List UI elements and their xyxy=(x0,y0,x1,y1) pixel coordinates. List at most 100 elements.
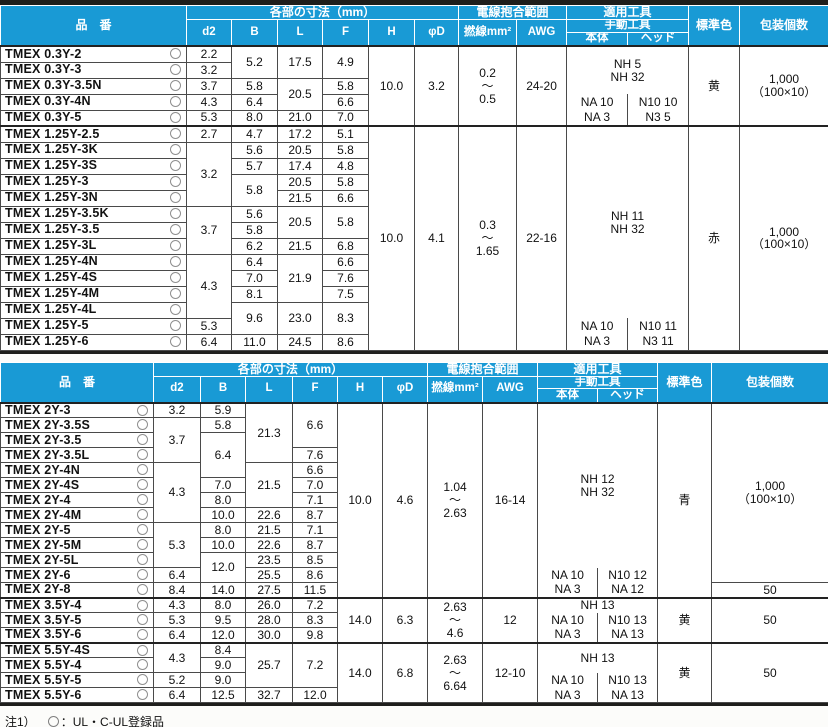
part-number: TMEX 2Y-4S xyxy=(5,477,80,492)
value-cell: 5.8 xyxy=(231,77,278,95)
value-cell: 6.6 xyxy=(292,401,338,449)
part-number: TMEX 2Y-6 xyxy=(5,567,71,582)
value-cell: 8.7 xyxy=(292,507,338,524)
value-cell: NA 10 xyxy=(566,318,629,335)
table-row: TMEX 5.5Y-4 9.0 xyxy=(0,657,828,674)
value-cell: 32.7 xyxy=(245,687,293,704)
value-cell: 50 xyxy=(711,582,828,599)
value-cell: 21.5 xyxy=(277,237,323,255)
table-row: TMEX 1.25Y-3.5K 3.7 5.6 20.5 5.8 xyxy=(0,205,828,255)
value-cell: 8.5 xyxy=(292,552,338,569)
value-cell: 6.4 xyxy=(231,253,278,271)
table-row: TMEX 2Y-6 6.4 25.5 8.6 NA 10 N10 12 xyxy=(0,567,828,584)
value-cell: NH 13 xyxy=(537,596,659,613)
value-cell: 7.0 xyxy=(292,477,338,494)
value-cell: 14.0 xyxy=(337,641,383,704)
value-cell: 12 xyxy=(482,596,539,644)
table-row: TMEX 1.25Y-2.5 2.7 4.7 17.2 5.1 10.0 4.1 0.3 ～ … xyxy=(0,125,828,351)
ul-registered-circle-icon xyxy=(170,288,181,300)
ul-registered-circle-icon xyxy=(137,674,148,686)
col-phi-d: φD xyxy=(381,375,429,404)
value-cell: 8.0 xyxy=(200,492,246,509)
part-number-cell: TMEX 1.25Y-3 xyxy=(0,173,187,191)
ul-registered-circle-icon xyxy=(170,208,181,220)
value-cell: 21.0 xyxy=(277,109,323,127)
ul-registered-circle-icon xyxy=(137,404,148,416)
value-cell: 21.3 xyxy=(245,401,293,464)
table-row: TMEX 5.5Y-4S 4.3 8.4 25.7 7.2 14.0 6.8 2.63 ～ 6… xyxy=(0,641,828,704)
col-tool-head: ヘッド xyxy=(627,31,690,47)
part-number: TMEX 2Y-8 xyxy=(5,582,71,597)
part-number: TMEX 0.3Y-5 xyxy=(5,110,82,125)
value-cell: 5.8 xyxy=(231,173,278,207)
value-cell: N10 13 xyxy=(597,672,659,688)
value-cell: 0.2 ～ 0.5 xyxy=(458,45,518,127)
section-divider-bar xyxy=(0,0,828,5)
ul-registered-circle-icon xyxy=(170,304,181,316)
part-number-cell: TMEX 2Y-6 xyxy=(0,567,154,584)
value-cell: 4.6 xyxy=(381,401,429,599)
value-cell: 7.0 xyxy=(231,269,278,287)
part-number: TMEX 3.5Y-6 xyxy=(5,627,82,642)
part-number: TMEX 2Y-4M xyxy=(5,507,82,522)
value-cell: NA 3 xyxy=(537,627,599,644)
value-cell: 5.8 xyxy=(322,77,369,95)
value-cell: 5.2 xyxy=(231,45,278,79)
ul-registered-circle-icon xyxy=(137,659,148,671)
value-cell: 5.8 xyxy=(200,417,246,434)
part-number: TMEX 1.25Y-2.5 xyxy=(5,126,100,141)
ul-registered-circle-icon xyxy=(137,509,148,521)
ul-registered-circle-icon xyxy=(137,494,148,506)
col-l: L xyxy=(277,19,323,47)
value-cell: 8.0 xyxy=(231,109,278,127)
value-cell: 10.0 xyxy=(368,125,415,351)
value-cell: 7.2 xyxy=(292,596,338,614)
table-row: TMEX 0.3Y-3.5N 3.7 5.8 20.5 5.8 xyxy=(0,77,828,111)
value-cell: 2.7 xyxy=(186,125,232,143)
value-cell: 6.3 xyxy=(381,596,429,644)
value-cell: 21.5 xyxy=(277,189,323,207)
colgroup-wire-range: 電線抱合範囲 xyxy=(427,361,539,377)
value-cell: 3.2 xyxy=(186,61,232,79)
table-row: TMEX 1.25Y-4S 7.0 7.6 xyxy=(0,269,828,287)
value-cell: 1.04 ～ 2.63 xyxy=(427,401,484,599)
value-cell: 6.4 xyxy=(153,687,201,704)
part-number-cell: TMEX 1.25Y-3N xyxy=(0,189,187,207)
colgroup-manual-tools: 手動工具 xyxy=(566,19,690,33)
table-row: TMEX 3.5Y-4 4.3 8.0 26.0 7.2 14.0 6.3 2.63 ～ 4.… xyxy=(0,596,828,644)
value-cell: 23.0 xyxy=(277,301,323,335)
value-cell: 5.7 xyxy=(231,157,278,175)
table-row: TMEX 2Y-4 8.0 7.1 xyxy=(0,492,828,509)
ul-registered-circle-icon xyxy=(137,554,148,566)
table-row: TMEX 2Y-4S 7.0 7.0 xyxy=(0,477,828,494)
part-number: TMEX 1.25Y-6 xyxy=(5,334,89,349)
part-number-cell: TMEX 2Y-5M xyxy=(0,537,154,554)
col-awg: AWG xyxy=(516,19,568,47)
part-number: TMEX 0.3Y-2 xyxy=(5,46,82,61)
part-number-cell: TMEX 5.5Y-5 xyxy=(0,672,154,689)
part-number: TMEX 2Y-5 xyxy=(5,522,71,537)
table-row: TMEX 2Y-3 3.2 5.9 21.3 6.6 10.0 4.6 1.04 ～ 2.63… xyxy=(0,401,828,599)
col-awg: AWG xyxy=(482,375,539,404)
part-number: TMEX 1.25Y-4M xyxy=(5,286,100,301)
value-cell: 22.6 xyxy=(245,507,293,524)
col-h: H xyxy=(368,19,415,47)
value-cell: 2.63 ～ 4.6 xyxy=(427,596,484,644)
value-cell: 8.0 xyxy=(200,522,246,539)
table-row: TMEX 1.25Y-3 5.8 20.5 5.8 xyxy=(0,173,828,207)
value-cell: NA 13 xyxy=(597,627,659,644)
value-cell: 1,000 （100×10） xyxy=(711,401,828,584)
value-cell: 12.5 xyxy=(200,687,246,704)
value-cell: NA 3 xyxy=(566,110,629,127)
value-cell: 3.7 xyxy=(153,417,201,464)
value-cell: NA 10 xyxy=(566,94,629,111)
value-cell: 17.4 xyxy=(277,157,323,175)
value-cell: 青 xyxy=(657,401,713,599)
part-number: TMEX 2Y-3.5L xyxy=(5,447,90,462)
part-number: TMEX 0.3Y-4N xyxy=(5,94,91,109)
col-standard-color: 標準色 xyxy=(657,361,713,404)
table-row: TMEX 2Y-4N 4.3 21.5 6.6 xyxy=(0,462,828,524)
part-number: TMEX 5.5Y-6 xyxy=(5,687,82,702)
value-cell: 12.0 xyxy=(200,627,246,644)
